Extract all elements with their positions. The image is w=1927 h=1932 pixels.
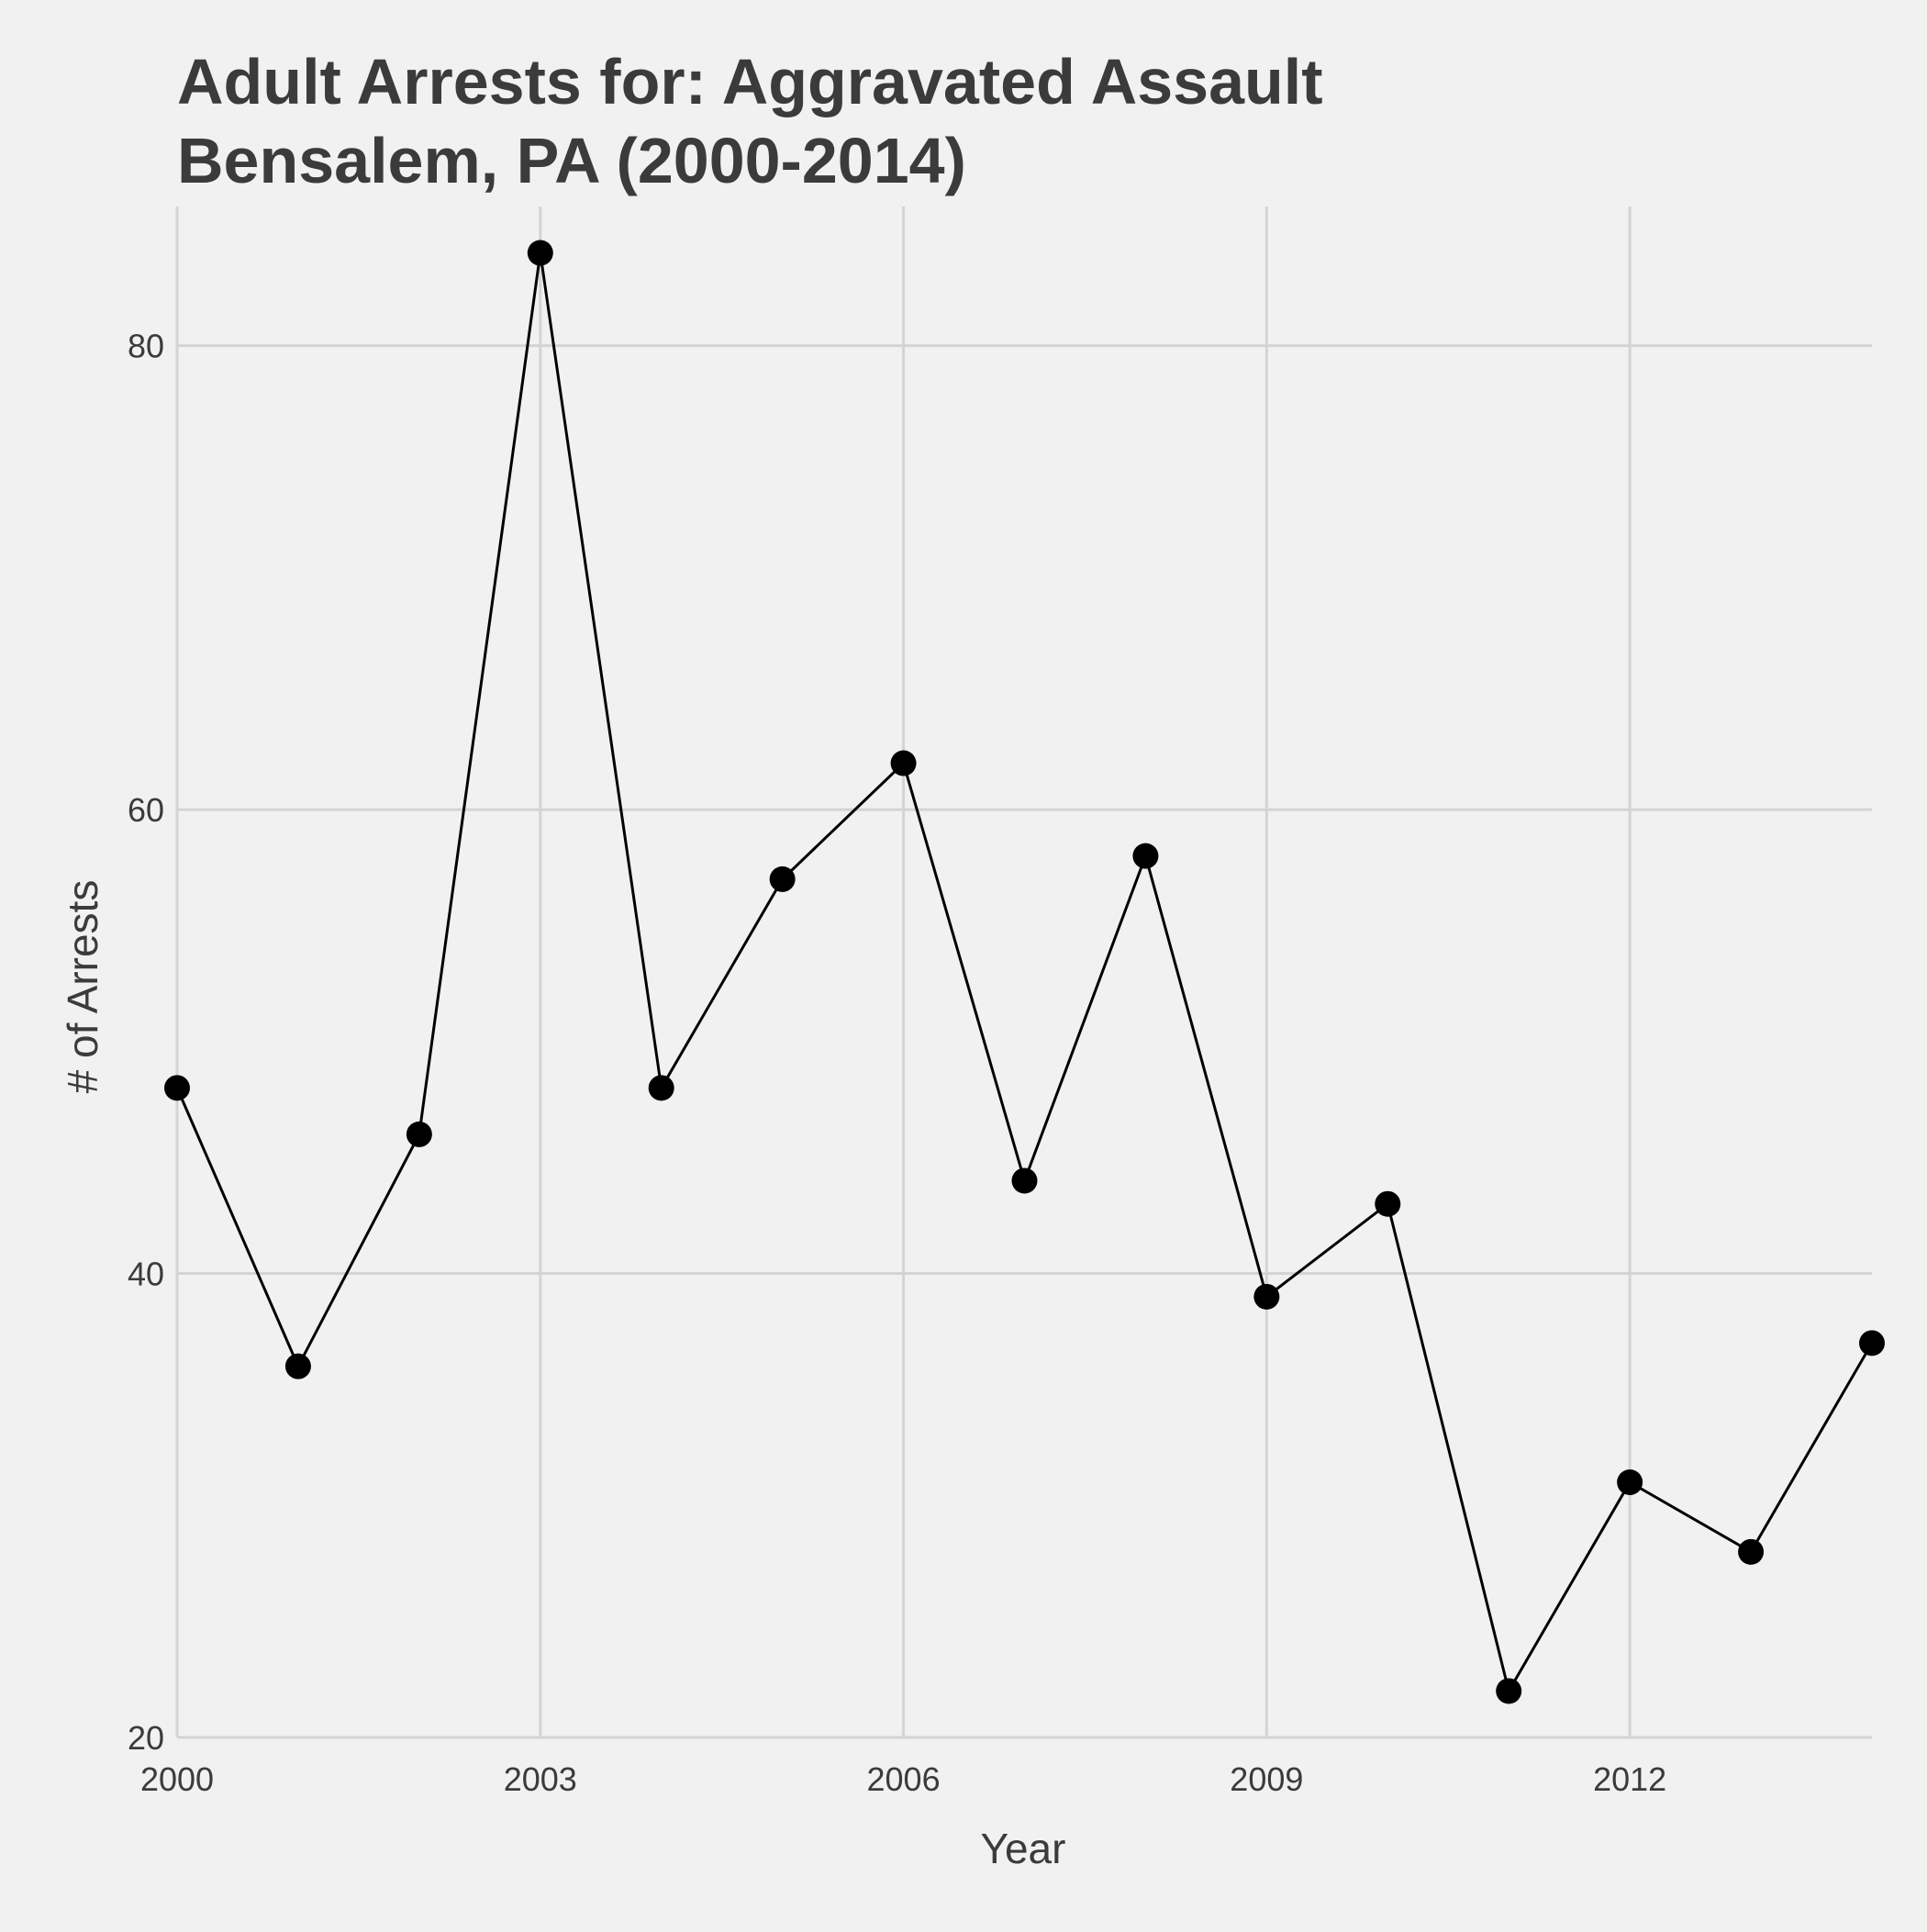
series-line xyxy=(175,252,1874,1695)
data-point xyxy=(1859,1330,1885,1357)
series-layer xyxy=(164,240,1885,1704)
y-tick-label: 60 xyxy=(128,791,164,829)
data-point xyxy=(1617,1469,1643,1495)
data-point xyxy=(1011,1167,1038,1194)
x-axis-title: Year xyxy=(981,1825,1066,1872)
data-point xyxy=(1375,1190,1401,1217)
data-point xyxy=(1496,1678,1522,1704)
data-point xyxy=(164,1075,190,1101)
data-point xyxy=(769,865,796,892)
chart-title: Adult Arrests for: Aggravated Assault xyxy=(177,46,1323,117)
tick-labels: 20 40 60 80 2000 2003 2006 2009 2012 xyxy=(128,328,1666,1798)
data-point xyxy=(284,1353,311,1379)
data-point xyxy=(1253,1283,1280,1310)
data-point xyxy=(890,750,917,776)
y-axis-title: # of Arrests xyxy=(59,880,106,1094)
y-tick-label: 40 xyxy=(128,1256,164,1293)
chart-subtitle: Bensalem, PA (2000-2014) xyxy=(177,125,966,196)
data-point xyxy=(1132,843,1159,869)
gridlines xyxy=(175,207,1872,1739)
y-tick-label: 80 xyxy=(128,328,164,365)
data-point xyxy=(406,1121,432,1147)
data-point xyxy=(648,1075,674,1101)
y-tick-label: 20 xyxy=(128,1719,164,1757)
x-tick-label: 2006 xyxy=(867,1760,941,1798)
x-tick-label: 2012 xyxy=(1593,1760,1666,1798)
data-point xyxy=(527,240,553,266)
x-tick-label: 2009 xyxy=(1230,1760,1303,1798)
x-tick-label: 2003 xyxy=(504,1760,577,1798)
x-tick-label: 2000 xyxy=(140,1760,214,1798)
data-point xyxy=(1738,1538,1765,1565)
